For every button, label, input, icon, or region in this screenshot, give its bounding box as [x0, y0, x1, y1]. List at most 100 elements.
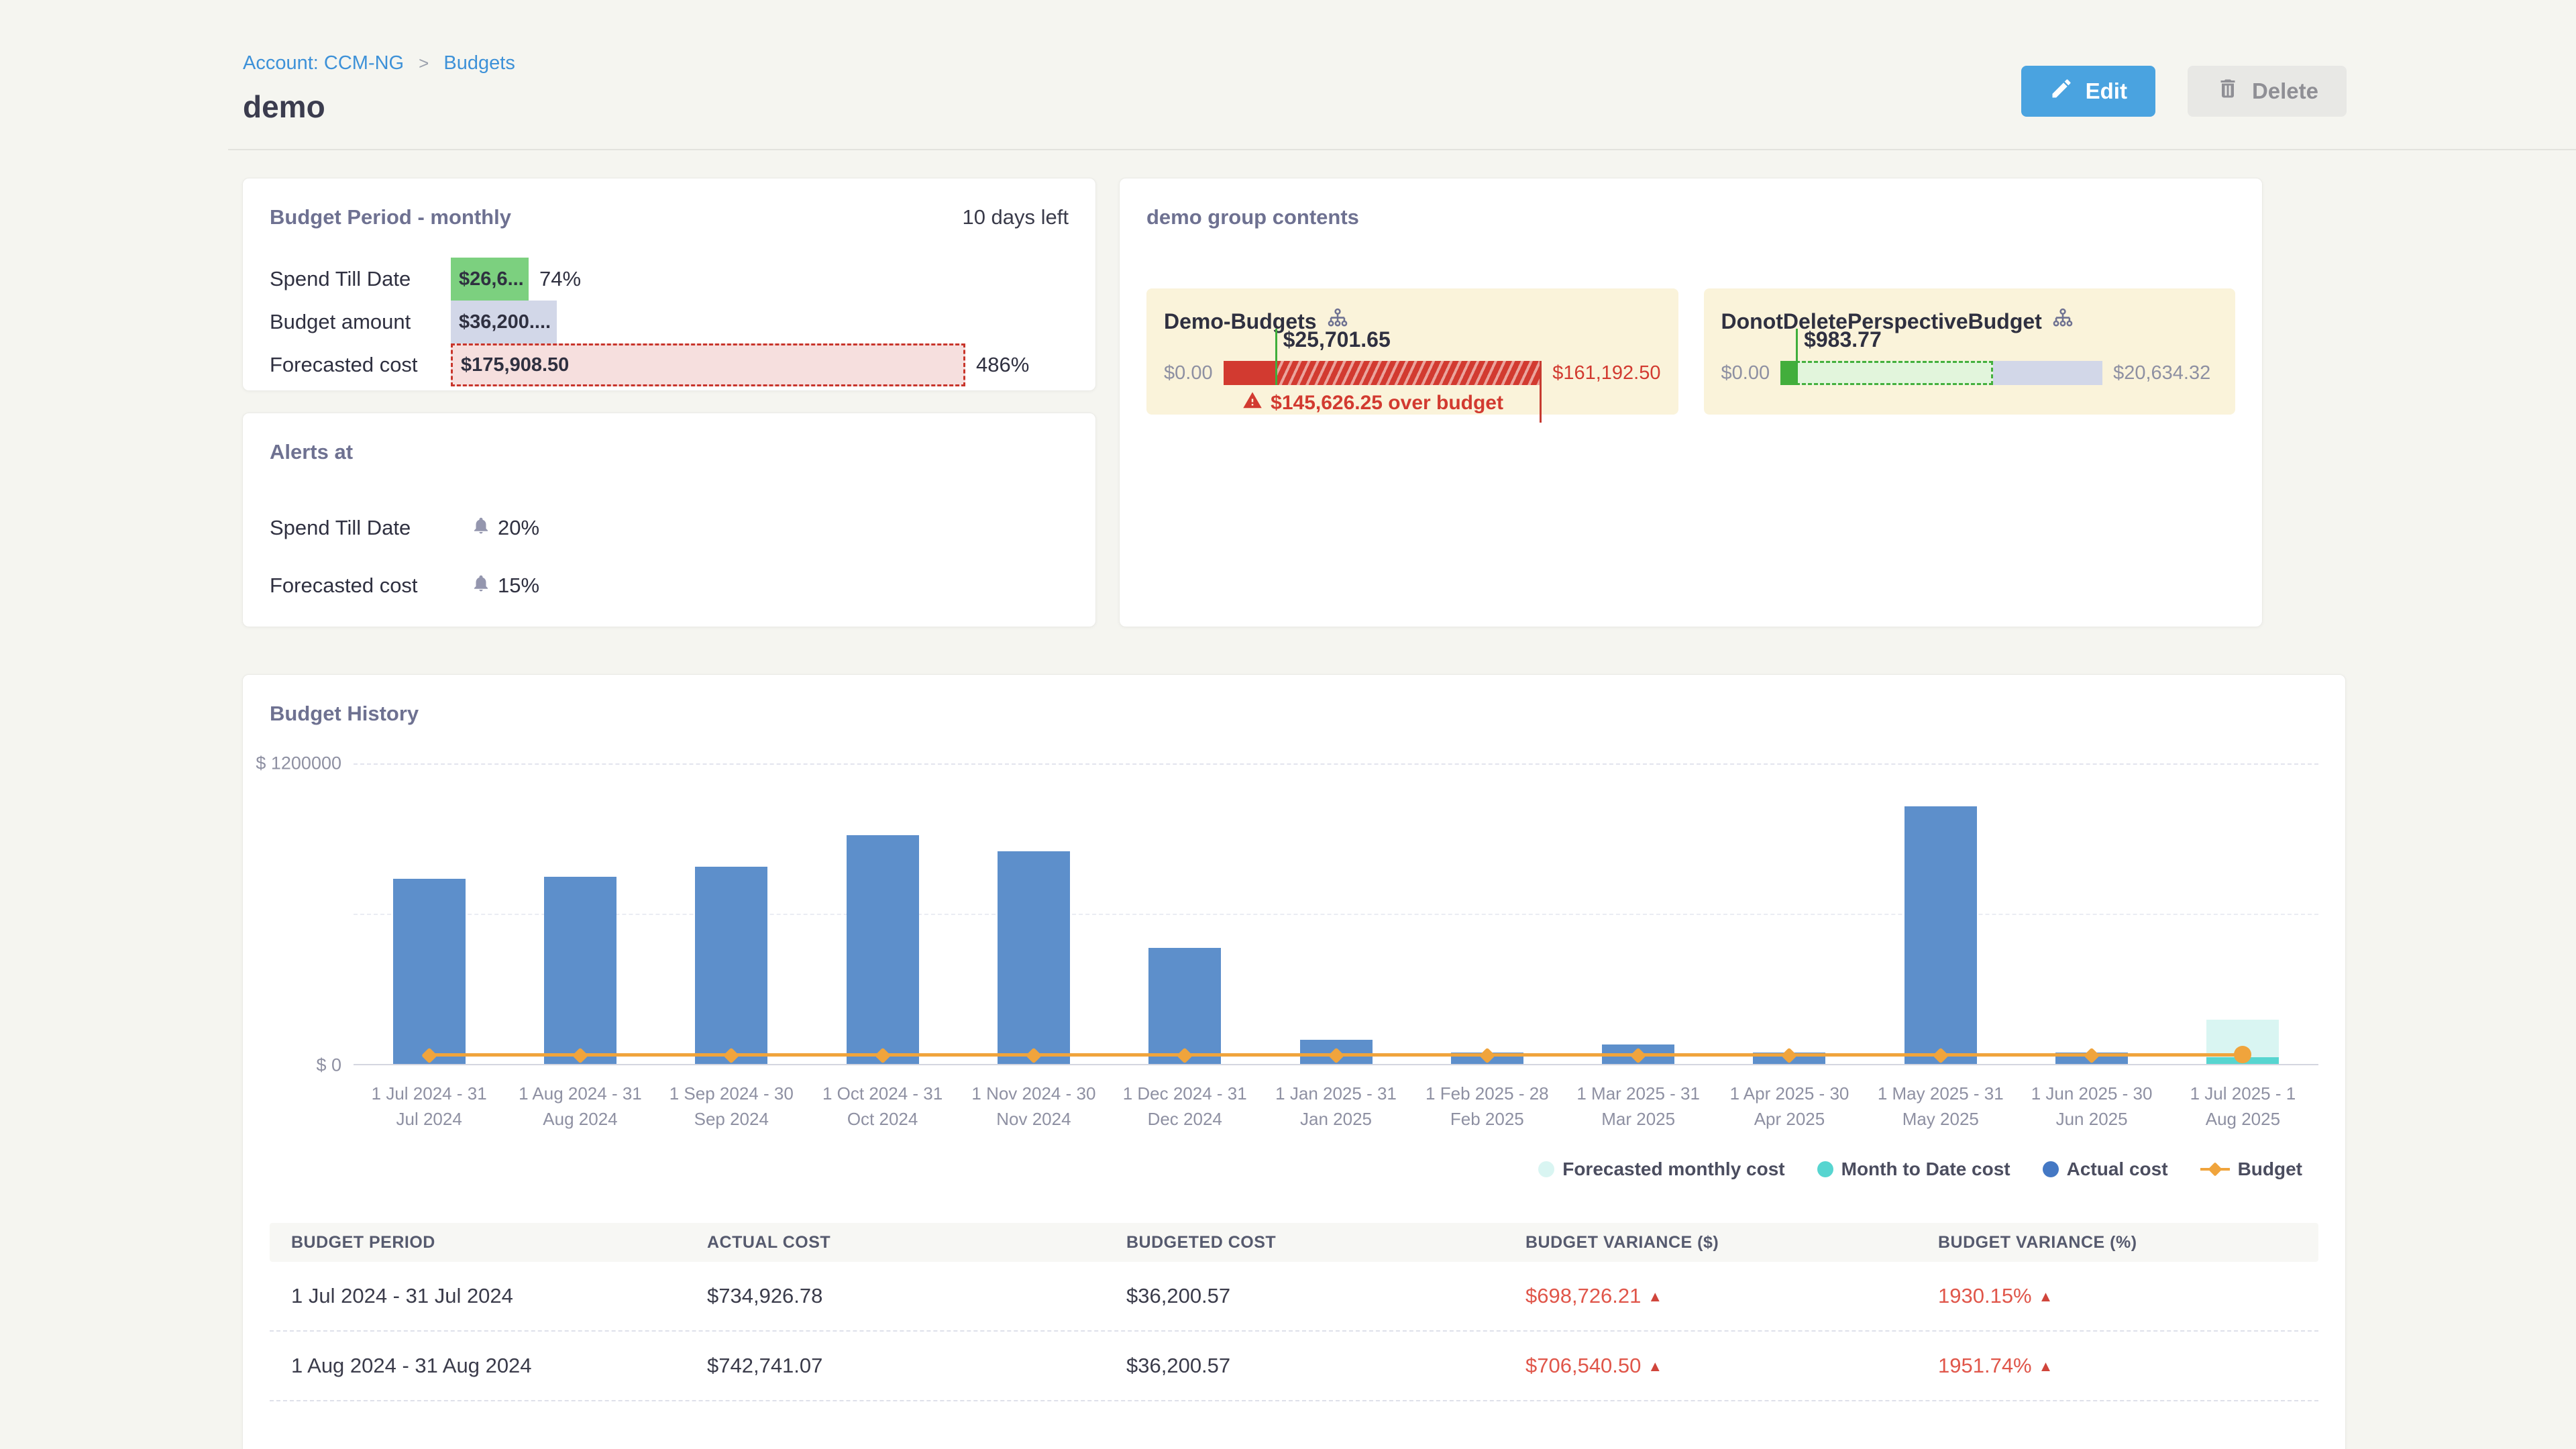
alert-row: Spend Till Date 20%: [270, 499, 1069, 557]
budget-period-row: Forecasted cost $175,908.50 486%: [270, 343, 1069, 386]
chart-bar-slot[interactable]: [1563, 763, 1714, 1064]
legend-label: Actual cost: [2066, 1159, 2168, 1180]
legend-item[interactable]: Actual cost: [2042, 1159, 2168, 1180]
group-budget-item[interactable]: DonotDeletePerspectiveBudget $0.00 $983.77…: [1703, 288, 2235, 415]
group-budget-max-label: $161,192.50: [1552, 362, 1661, 384]
gridline-top: [354, 763, 2318, 765]
chart-x-axis-labels: 1 Jul 2024 - 31 Jul 2024 1 Aug 2024 - 31 …: [354, 1081, 2318, 1132]
actual-cost-bar[interactable]: [1148, 948, 1222, 1064]
days-left-label: 10 days left: [962, 205, 1069, 229]
y-axis-max-label: $ 1200000: [256, 753, 341, 773]
cell-budget-variance-pct: 1930.15% ▲: [1938, 1284, 2053, 1308]
page-title: demo: [243, 89, 325, 124]
variance-up-arrow-icon: ▲: [2038, 1358, 2053, 1375]
actual-cost-bar[interactable]: [543, 877, 616, 1064]
chart-bar-slot[interactable]: [2167, 763, 2318, 1064]
table-header-cell: BUDGET VARIANCE (%): [1938, 1232, 2137, 1252]
legend-swatch: [2042, 1161, 2059, 1178]
actual-cost-bar[interactable]: [1904, 806, 1977, 1064]
chart-bar-slot[interactable]: [1260, 763, 1411, 1064]
cell-budget-period: 1 Aug 2024 - 31 Aug 2024: [291, 1354, 532, 1378]
budget-period-row-label: Spend Till Date: [270, 267, 411, 290]
actual-cost-bar[interactable]: [392, 879, 466, 1064]
over-budget-segment: [1275, 361, 1542, 385]
budget-history-chart: $ 1200000 $ 0: [256, 753, 2318, 1075]
budget-period-row-bar: $175,908.50: [451, 343, 965, 386]
over-budget-text: $145,626.25 over budget: [1271, 392, 1503, 414]
hierarchy-icon: [1326, 307, 1349, 335]
table-header-cell: ACTUAL COST: [707, 1232, 831, 1252]
chart-bar-slot[interactable]: [2016, 763, 2167, 1064]
cell-actual-cost: $742,741.07: [707, 1354, 823, 1378]
legend-item[interactable]: Forecasted monthly cost: [1538, 1159, 1785, 1180]
edit-button[interactable]: Edit: [2021, 66, 2155, 117]
breadcrumb-account-link[interactable]: Account: CCM-NG: [243, 52, 405, 74]
alert-row-label: Spend Till Date: [270, 516, 411, 539]
legend-item[interactable]: Month to Date cost: [1817, 1159, 2010, 1180]
group-budget-min-label: $0.00: [1164, 362, 1213, 384]
cell-budget-period: 1 Jul 2024 - 31 Jul 2024: [291, 1284, 513, 1308]
legend-label: Budget: [2237, 1159, 2302, 1180]
group-budget-min-label: $0.00: [1721, 362, 1770, 384]
over-budget-alert: $145,626.25 over budget: [1164, 390, 1503, 416]
alert-row-value: 15%: [471, 573, 539, 598]
bell-icon: [471, 515, 491, 541]
chart-bar-slot[interactable]: [504, 763, 655, 1064]
spend-marker-value: $25,701.65: [1283, 327, 1391, 352]
group-budget-item[interactable]: Demo-Budgets $0.00 $25,701.65 $161,192.50 $1…: [1146, 288, 1678, 423]
group-budget-bar-row: $0.00 $983.77 $20,634.32: [1721, 327, 2218, 385]
legend-swatch: [1817, 1161, 1833, 1178]
table-header-cell: BUDGETED COST: [1126, 1232, 1277, 1252]
budget-point-marker: [2234, 1046, 2252, 1063]
chart-bar-slot[interactable]: [656, 763, 807, 1064]
chart-bar-slot[interactable]: [958, 763, 1109, 1064]
warning-icon: [1242, 390, 1263, 416]
group-budget-list: Demo-Budgets $0.00 $25,701.65 $161,192.50 $1…: [1146, 288, 2235, 423]
spend-marker-line: $25,701.65: [1275, 327, 1391, 385]
chart-bar-slot[interactable]: [1411, 763, 1562, 1064]
x-axis-label: 1 Nov 2024 - 30 Nov 2024: [971, 1083, 1096, 1129]
chart-bar-slot[interactable]: [1714, 763, 1865, 1064]
budget-period-row-percent: 74%: [539, 267, 582, 290]
breadcrumb-separator: >: [419, 53, 429, 73]
budget-period-row: Spend Till Date $26,6... 74%: [270, 258, 1069, 301]
pencil-icon: [2049, 76, 2074, 106]
delete-button[interactable]: Delete: [2187, 66, 2347, 117]
delete-button-label: Delete: [2251, 78, 2318, 103]
spend-segment: [1780, 361, 1796, 385]
actual-cost-bar[interactable]: [695, 867, 768, 1064]
table-row: 1 Jul 2024 - 31 Jul 2024 $734,926.78 $36,2…: [270, 1262, 2318, 1332]
group-budget-track: $25,701.65: [1223, 327, 1542, 423]
group-budget-max-label: $20,634.32: [2113, 362, 2211, 384]
variance-up-arrow-icon: ▲: [1648, 1358, 1663, 1375]
chart-bar-slot[interactable]: [1110, 763, 1260, 1064]
remaining-budget-segment: [1993, 361, 2103, 385]
group-contents-title: demo group contents: [1146, 205, 1359, 229]
breadcrumb-budgets-link[interactable]: Budgets: [443, 52, 515, 74]
alert-rows: Spend Till Date 20% Forecasted cost 15%: [270, 499, 1069, 614]
gridline-middle: [354, 914, 2318, 915]
actual-cost-bar[interactable]: [846, 835, 919, 1064]
y-axis-zero-label: $ 0: [316, 1055, 341, 1075]
chart-legend: Forecasted monthly cost Month to Date cos…: [270, 1159, 2318, 1180]
legend-item[interactable]: Budget: [2200, 1159, 2302, 1180]
budget-period-row-label: Budget amount: [270, 310, 411, 333]
alert-row: Forecasted cost 15%: [270, 557, 1069, 614]
x-axis-label: 1 Jul 2024 - 31 Jul 2024: [371, 1083, 487, 1129]
x-axis-label: 1 Sep 2024 - 30 Sep 2024: [669, 1083, 794, 1129]
x-axis-label: 1 Mar 2025 - 31 Mar 2025: [1576, 1083, 1700, 1129]
budget-period-row: Budget amount $36,200....: [270, 301, 1069, 343]
table-body: 1 Jul 2024 - 31 Jul 2024 $734,926.78 $36,2…: [270, 1262, 2318, 1402]
group-budget-track: $983.77: [1780, 327, 2103, 385]
chart-bar-slot[interactable]: [807, 763, 958, 1064]
chart-plot-area: [354, 763, 2318, 1065]
cell-budgeted-cost: $36,200.57: [1126, 1354, 1231, 1378]
budget-history-card: Budget History $ 1200000 $ 0 1 Jul 2024 …: [242, 674, 2346, 1449]
chart-bar-slot[interactable]: [354, 763, 504, 1064]
table-header-row: BUDGET PERIOD ACTUAL COST BUDGETED COST BUD…: [270, 1223, 2318, 1263]
budget-period-row-percent: 486%: [976, 353, 1030, 376]
chart-bar-slot[interactable]: [1865, 763, 2016, 1064]
actual-cost-bar[interactable]: [997, 851, 1070, 1064]
budget-period-rows: Spend Till Date $26,6... 74% Budget amount $…: [270, 258, 1069, 386]
